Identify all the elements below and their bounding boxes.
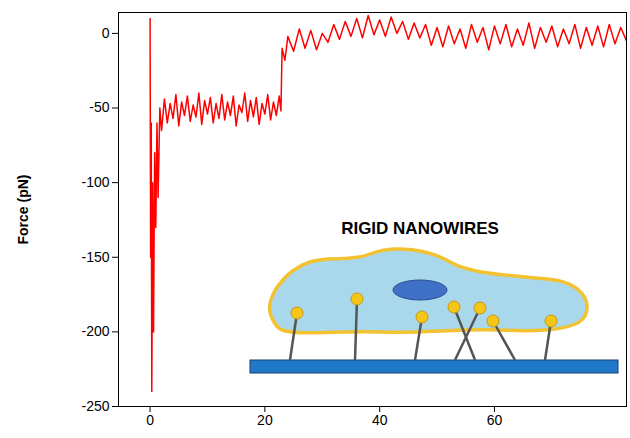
svg-text:-200: -200 <box>81 323 109 339</box>
svg-text:40: 40 <box>372 412 388 428</box>
svg-text:20: 20 <box>257 412 273 428</box>
svg-text:0: 0 <box>102 25 110 41</box>
svg-text:-50: -50 <box>89 99 109 115</box>
svg-text:0: 0 <box>146 412 154 428</box>
svg-text:-150: -150 <box>81 249 109 265</box>
svg-text:-250: -250 <box>81 398 109 414</box>
svg-text:RIGID NANOWIRES: RIGID NANOWIRES <box>341 219 499 238</box>
svg-text:Force (pN): Force (pN) <box>15 175 31 245</box>
svg-text:60: 60 <box>487 412 503 428</box>
svg-text:-100: -100 <box>81 174 109 190</box>
